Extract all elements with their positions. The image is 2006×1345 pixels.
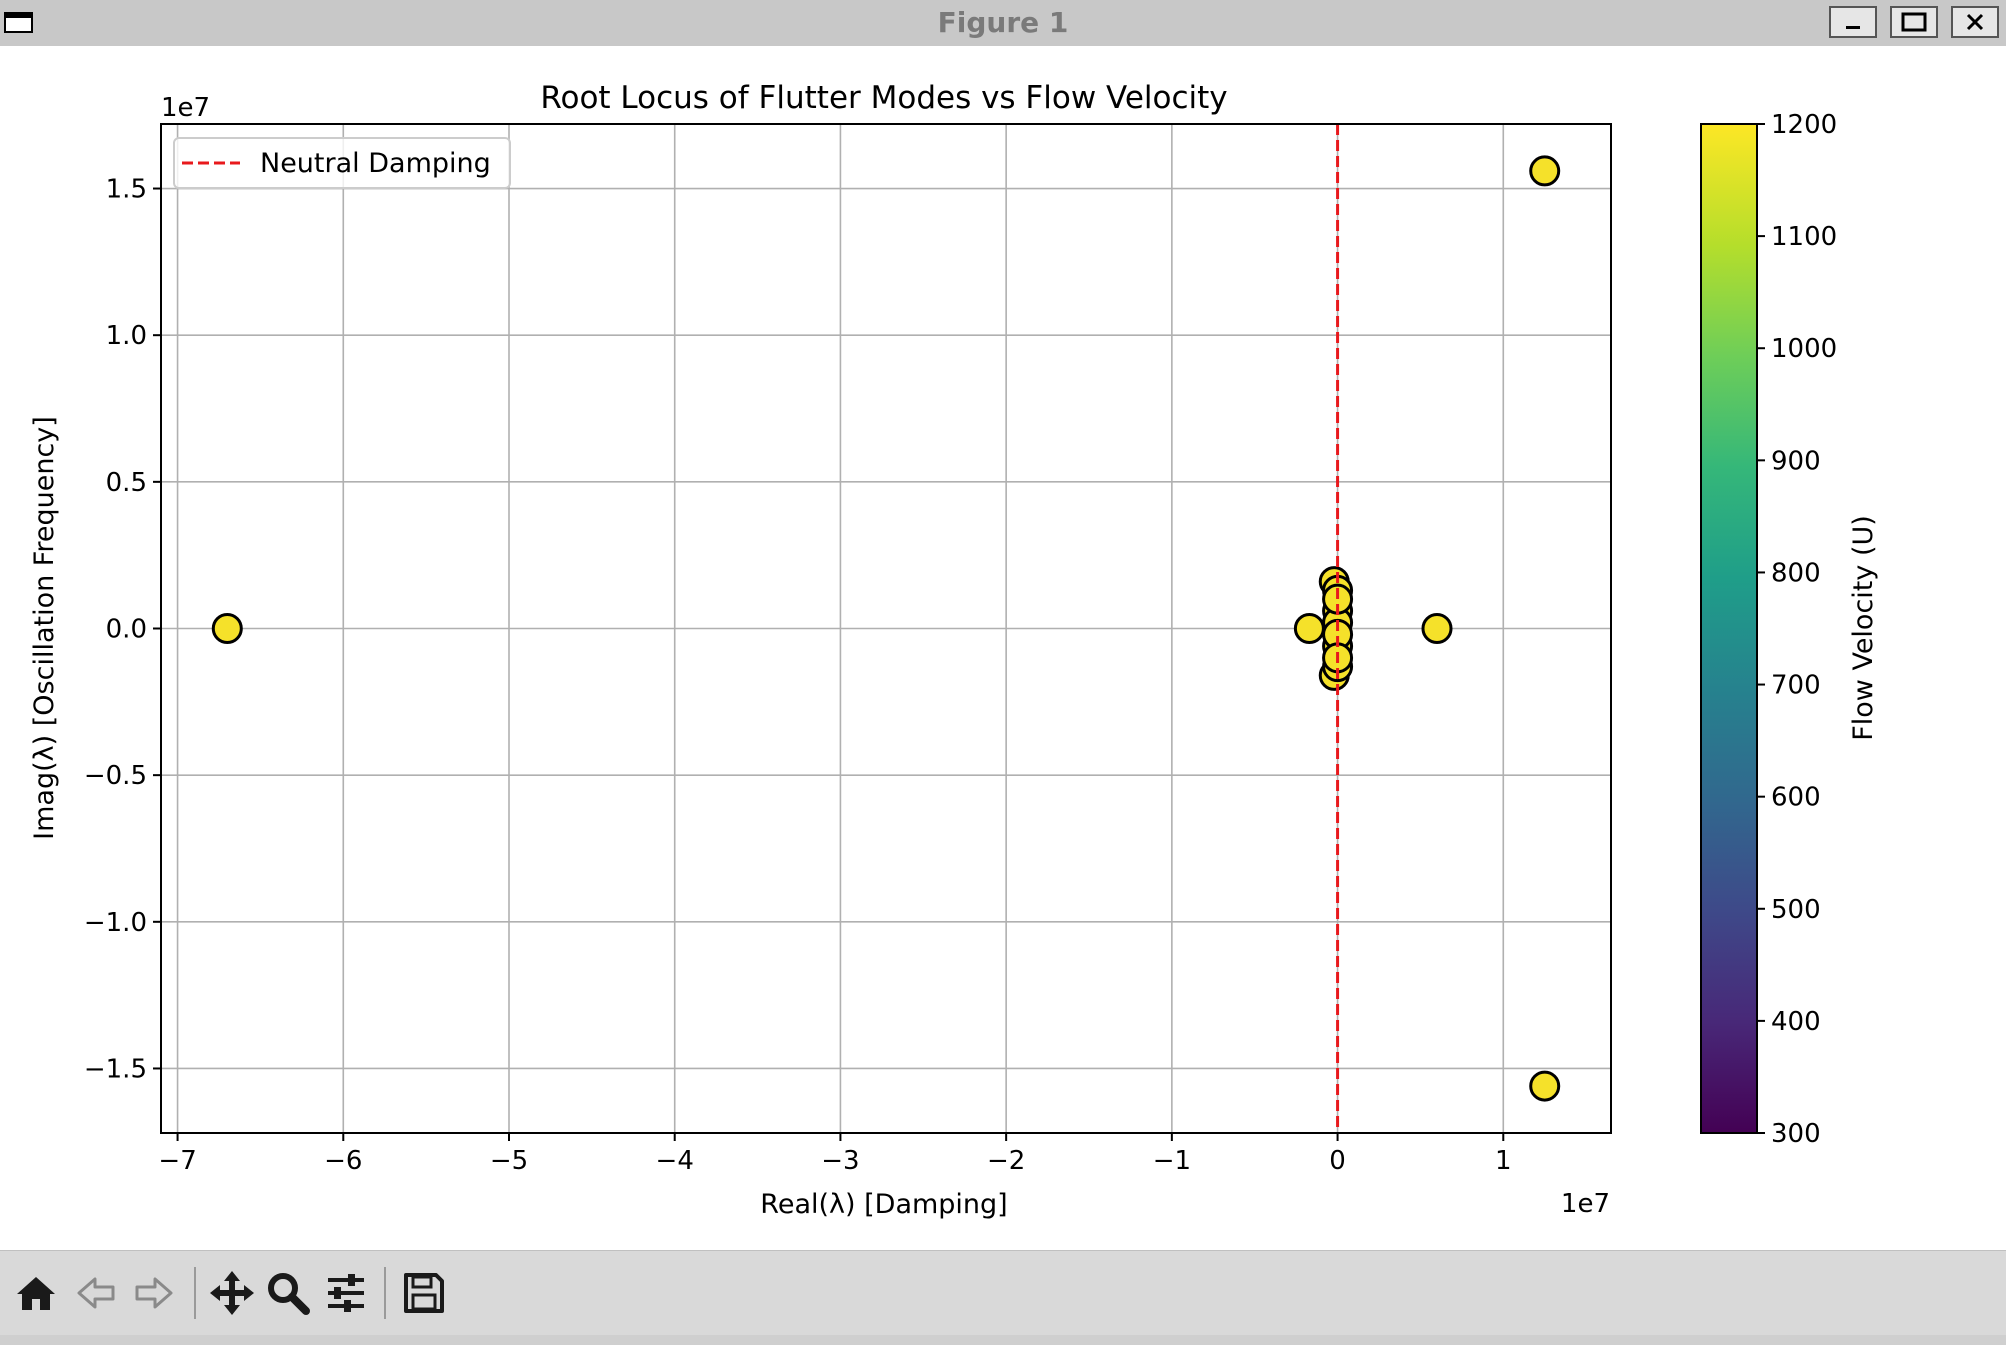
legend-box — [173, 137, 511, 189]
window-icon — [4, 12, 33, 33]
navigation-toolbar — [0, 1250, 2006, 1336]
configure-subplots-icon — [328, 1274, 364, 1312]
x-tick-label: −6 — [324, 1146, 362, 1176]
zoom-magnifier-icon — [268, 1273, 310, 1315]
minimize-icon — [1846, 26, 1860, 29]
y-axis-label: Imag(λ) [Oscillation Frequency] — [29, 416, 60, 840]
maximize-button[interactable] — [1890, 6, 1938, 38]
close-icon — [1966, 13, 1984, 31]
pan-button[interactable] — [206, 1265, 258, 1321]
x-tick-label: −7 — [158, 1146, 196, 1176]
scatter-point — [1529, 1070, 1561, 1102]
window-bottom-border — [0, 1335, 2006, 1345]
colorbar-label: Flow Velocity (U) — [1848, 515, 1879, 741]
colorbar: 1200 1100 1000 900 800 700 600 500 400 300 Flow V… — [1700, 110, 1879, 1149]
scatter-point — [1293, 613, 1325, 644]
y-tick-label: 0.5 — [106, 468, 147, 498]
x-tick-label: −2 — [987, 1146, 1025, 1176]
close-button[interactable] — [1951, 6, 1999, 38]
legend-neutral-damping-label: Neutral Damping — [260, 148, 491, 179]
chart-title: Root Locus of Flutter Modes vs Flow Velo… — [540, 80, 1227, 116]
y-tick-label: 1.5 — [106, 175, 147, 205]
configure-subplots-button[interactable] — [320, 1265, 372, 1321]
figure-canvas[interactable]: Root Locus of Flutter Modes vs Flow Velo… — [0, 46, 2006, 1250]
colorbar-tick-label: 400 — [1771, 1007, 1821, 1037]
y-tick-label: −1.5 — [84, 1054, 147, 1084]
y-tick-label: 0.0 — [106, 615, 147, 645]
y-offset-label: 1e7 — [161, 93, 210, 123]
legend: Neutral Damping — [173, 137, 511, 189]
colorbar-gradient — [1700, 123, 1758, 1134]
colorbar-tick-label: 700 — [1771, 671, 1821, 701]
save-floppy-icon — [404, 1273, 444, 1313]
scatter-point — [211, 613, 243, 644]
colorbar-tick-label: 600 — [1771, 783, 1821, 813]
zoom-button[interactable] — [262, 1265, 314, 1321]
colorbar-tick-label: 500 — [1771, 895, 1821, 925]
toolbar-separator — [194, 1267, 196, 1319]
maximize-icon — [1901, 12, 1927, 32]
forward-arrow-icon — [135, 1277, 173, 1309]
x-axis-label: Real(λ) [Damping] — [760, 1189, 1007, 1220]
y-tick-label: −0.5 — [84, 761, 147, 791]
axes-frame — [160, 123, 1612, 1134]
toolbar-separator — [384, 1267, 386, 1319]
x-tick-label: 0 — [1329, 1146, 1346, 1176]
x-tick-label: −5 — [490, 1146, 528, 1176]
minimize-button[interactable] — [1829, 6, 1877, 38]
home-button[interactable] — [10, 1265, 62, 1321]
colorbar-tick-label: 300 — [1771, 1119, 1821, 1149]
back-arrow-icon — [77, 1277, 115, 1309]
window-titlebar: Figure 1 — [0, 0, 2006, 47]
x-offset-label: 1e7 — [1561, 1189, 1610, 1219]
x-tick-label: −4 — [656, 1146, 694, 1176]
scatter-points — [211, 124, 1561, 1133]
scatter-point — [1529, 155, 1561, 187]
forward-button[interactable] — [128, 1265, 180, 1321]
x-tick-label: 1 — [1495, 1146, 1512, 1176]
colorbar-tick-label: 1000 — [1771, 334, 1837, 364]
back-button[interactable] — [70, 1265, 122, 1321]
y-tick-label: −1.0 — [84, 908, 147, 938]
pan-move-icon — [210, 1271, 254, 1315]
x-tick-label: −1 — [1153, 1146, 1191, 1176]
grid-lines — [161, 124, 1611, 1133]
colorbar-tick-label: 800 — [1771, 558, 1821, 588]
axis-ticks: −7 −6 −5 −4 −3 −2 −1 0 1 1.5 1.0 0.5 0.0 −0.5 −1.0 −1.5 — [84, 175, 1512, 1176]
colorbar-ticks: 1200 1100 1000 900 800 700 600 500 400 300 — [1757, 110, 1837, 1149]
scatter-point — [1421, 613, 1453, 644]
y-tick-label: 1.0 — [106, 321, 147, 351]
colorbar-tick-label: 1200 — [1771, 110, 1837, 140]
colorbar-tick-label: 1100 — [1771, 222, 1837, 252]
window-title: Figure 1 — [937, 6, 1069, 39]
colorbar-tick-label: 900 — [1771, 446, 1821, 476]
chart-svg: Root Locus of Flutter Modes vs Flow Velo… — [29, 80, 1879, 1220]
save-button[interactable] — [398, 1265, 450, 1321]
x-tick-label: −3 — [821, 1146, 859, 1176]
home-icon — [17, 1277, 55, 1310]
